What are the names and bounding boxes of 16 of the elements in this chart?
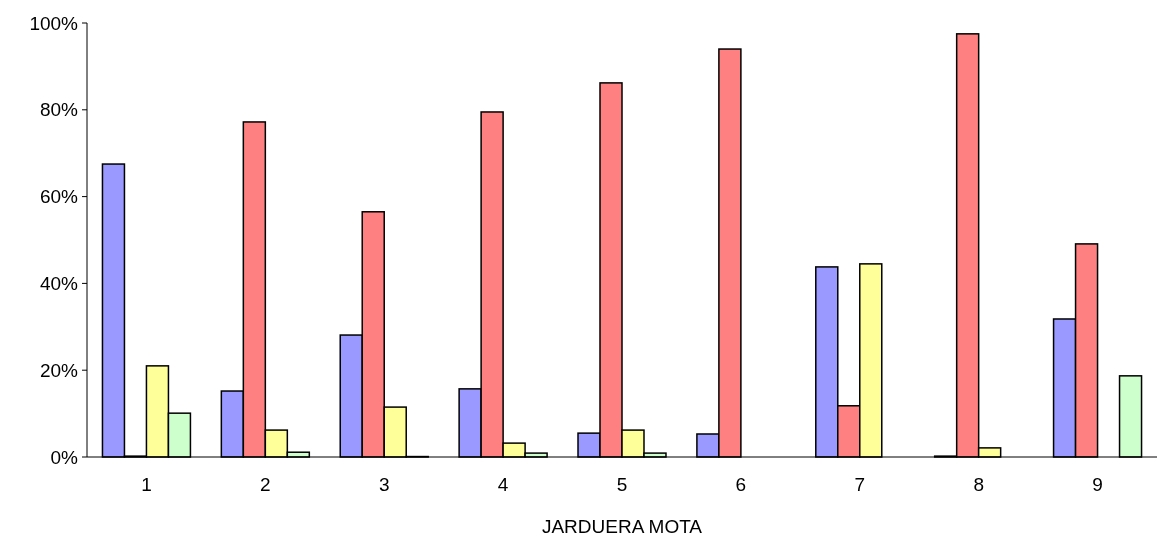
x-tick-label: 5 — [616, 474, 628, 495]
y-tick-label: 20% — [39, 359, 79, 381]
x-tick-label: 6 — [735, 474, 747, 495]
y-tick-label: 0% — [50, 446, 79, 468]
x-tick-label: 1 — [141, 474, 152, 495]
x-tick-label: 7 — [854, 474, 866, 495]
y-tick-label: 80% — [39, 99, 79, 121]
y-tick-label: 40% — [39, 273, 79, 295]
x-tick-label: 8 — [973, 474, 984, 495]
x-tick-label: 9 — [1092, 474, 1103, 495]
x-axis-title: JARDUERA MOTA — [541, 516, 703, 537]
y-tick-label: 60% — [39, 186, 79, 208]
x-tick-label: 2 — [260, 474, 271, 495]
y-tick-label: 100% — [29, 12, 79, 34]
x-tick-label: 4 — [497, 474, 509, 495]
x-tick-label: 3 — [378, 474, 390, 495]
